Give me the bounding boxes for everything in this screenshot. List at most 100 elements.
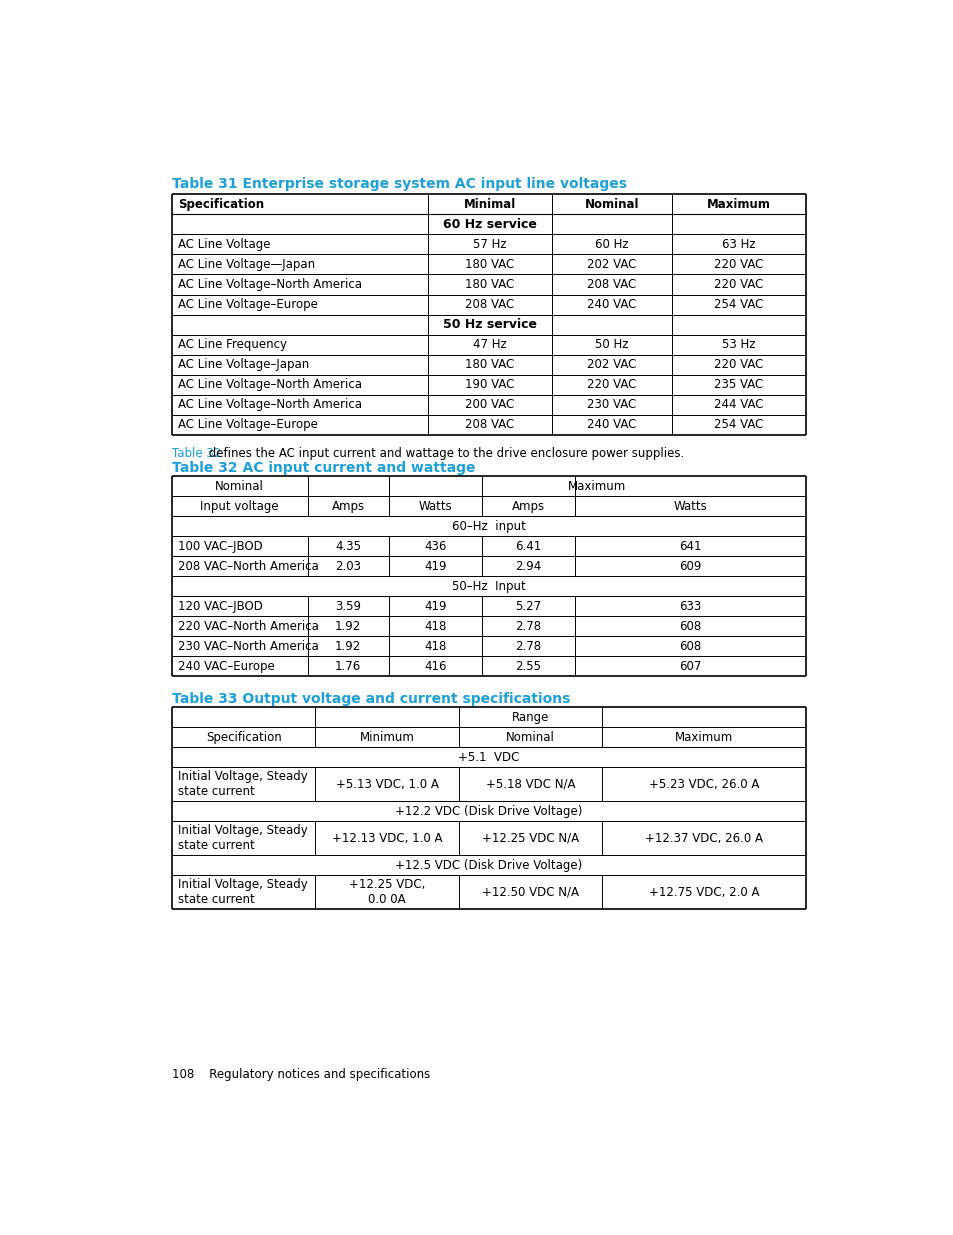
Bar bbox=[671, 315, 805, 335]
Text: 235 VAC: 235 VAC bbox=[714, 378, 762, 391]
Text: 4.35: 4.35 bbox=[335, 540, 361, 553]
Text: +12.5 VDC (Disk Drive Voltage): +12.5 VDC (Disk Drive Voltage) bbox=[395, 858, 582, 872]
Text: 2.55: 2.55 bbox=[515, 659, 541, 673]
Text: +12.50 VDC N/A: +12.50 VDC N/A bbox=[481, 885, 578, 899]
Text: 180 VAC: 180 VAC bbox=[464, 358, 514, 370]
Text: +12.25 VDC,
0.0 0A: +12.25 VDC, 0.0 0A bbox=[349, 878, 425, 906]
Text: Input voltage: Input voltage bbox=[200, 500, 279, 513]
Text: 633: 633 bbox=[679, 600, 700, 613]
Bar bbox=[551, 235, 671, 254]
Text: 53 Hz: 53 Hz bbox=[721, 338, 755, 351]
Text: 254 VAC: 254 VAC bbox=[714, 298, 762, 311]
Text: +12.75 VDC, 2.0 A: +12.75 VDC, 2.0 A bbox=[648, 885, 759, 899]
Text: 208 VAC: 208 VAC bbox=[586, 278, 636, 291]
Bar bbox=[172, 374, 427, 395]
Bar bbox=[671, 274, 805, 294]
Text: Amps: Amps bbox=[332, 500, 364, 513]
Text: +12.25 VDC N/A: +12.25 VDC N/A bbox=[481, 831, 578, 845]
Bar bbox=[551, 415, 671, 435]
Text: 1.76: 1.76 bbox=[335, 659, 361, 673]
Bar bbox=[427, 235, 551, 254]
Bar bbox=[551, 215, 671, 235]
Text: Minimal: Minimal bbox=[463, 198, 516, 211]
Bar bbox=[551, 294, 671, 315]
Text: 436: 436 bbox=[424, 540, 446, 553]
Bar bbox=[427, 395, 551, 415]
Text: 50 Hz service: 50 Hz service bbox=[442, 319, 537, 331]
Text: Maximum: Maximum bbox=[674, 731, 732, 743]
Text: 3.59: 3.59 bbox=[335, 600, 361, 613]
Text: 220 VAC: 220 VAC bbox=[586, 378, 636, 391]
Bar bbox=[427, 374, 551, 395]
Text: AC Line Frequency: AC Line Frequency bbox=[178, 338, 287, 351]
Text: 180 VAC: 180 VAC bbox=[464, 258, 514, 270]
Bar bbox=[427, 354, 551, 374]
Text: Specification: Specification bbox=[178, 198, 264, 211]
Text: Watts: Watts bbox=[673, 500, 706, 513]
Text: 609: 609 bbox=[679, 559, 700, 573]
Text: Range: Range bbox=[511, 710, 549, 724]
Text: +12.2 VDC (Disk Drive Voltage): +12.2 VDC (Disk Drive Voltage) bbox=[395, 805, 582, 818]
Text: Maximum: Maximum bbox=[706, 198, 770, 211]
Bar bbox=[551, 315, 671, 335]
Text: 418: 418 bbox=[424, 640, 446, 653]
Text: 120 VAC–JBOD: 120 VAC–JBOD bbox=[178, 600, 263, 613]
Text: 220 VAC: 220 VAC bbox=[714, 358, 762, 370]
Bar bbox=[172, 215, 427, 235]
Bar bbox=[427, 274, 551, 294]
Text: Watts: Watts bbox=[418, 500, 452, 513]
Text: Table 32: Table 32 bbox=[172, 447, 221, 459]
Bar bbox=[172, 194, 427, 215]
Text: 208 VAC–North America: 208 VAC–North America bbox=[178, 559, 318, 573]
Text: Nominal: Nominal bbox=[215, 479, 264, 493]
Text: 5.27: 5.27 bbox=[515, 600, 541, 613]
Text: AC Line Voltage–Europe: AC Line Voltage–Europe bbox=[178, 298, 317, 311]
Text: 6.41: 6.41 bbox=[515, 540, 541, 553]
Bar bbox=[172, 354, 427, 374]
Bar bbox=[671, 395, 805, 415]
Text: +5.1  VDC: +5.1 VDC bbox=[457, 751, 519, 763]
Bar bbox=[172, 335, 427, 354]
Text: 254 VAC: 254 VAC bbox=[714, 419, 762, 431]
Text: Initial Voltage, Steady
state current: Initial Voltage, Steady state current bbox=[178, 771, 308, 798]
Text: 60–Hz  input: 60–Hz input bbox=[452, 520, 525, 532]
Bar bbox=[427, 194, 551, 215]
Text: 50 Hz: 50 Hz bbox=[595, 338, 628, 351]
Text: 244 VAC: 244 VAC bbox=[714, 398, 762, 411]
Text: 2.94: 2.94 bbox=[515, 559, 541, 573]
Bar bbox=[671, 294, 805, 315]
Text: 190 VAC: 190 VAC bbox=[464, 378, 514, 391]
Text: 47 Hz: 47 Hz bbox=[473, 338, 506, 351]
Text: 2.78: 2.78 bbox=[515, 620, 541, 632]
Text: Minimum: Minimum bbox=[359, 731, 414, 743]
Text: Initial Voltage, Steady
state current: Initial Voltage, Steady state current bbox=[178, 878, 308, 906]
Text: 220 VAC: 220 VAC bbox=[714, 278, 762, 291]
Text: 641: 641 bbox=[679, 540, 701, 553]
Text: 208 VAC: 208 VAC bbox=[464, 298, 514, 311]
Text: 1.92: 1.92 bbox=[335, 620, 361, 632]
Bar bbox=[427, 315, 551, 335]
Text: Table 32 AC input current and wattage: Table 32 AC input current and wattage bbox=[172, 461, 475, 474]
Text: 1.92: 1.92 bbox=[335, 640, 361, 653]
Bar bbox=[671, 254, 805, 274]
Text: +12.37 VDC, 26.0 A: +12.37 VDC, 26.0 A bbox=[644, 831, 762, 845]
Text: AC Line Voltage: AC Line Voltage bbox=[178, 238, 271, 251]
Bar bbox=[671, 354, 805, 374]
Bar bbox=[671, 335, 805, 354]
Bar bbox=[551, 194, 671, 215]
Bar bbox=[172, 315, 427, 335]
Text: Maximum: Maximum bbox=[568, 479, 626, 493]
Text: 419: 419 bbox=[424, 600, 446, 613]
Text: AC Line Voltage–North America: AC Line Voltage–North America bbox=[178, 278, 362, 291]
Bar bbox=[427, 335, 551, 354]
Text: 57 Hz: 57 Hz bbox=[473, 238, 506, 251]
Text: 418: 418 bbox=[424, 620, 446, 632]
Bar bbox=[671, 235, 805, 254]
Text: 220 VAC: 220 VAC bbox=[714, 258, 762, 270]
Bar bbox=[551, 395, 671, 415]
Text: +5.13 VDC, 1.0 A: +5.13 VDC, 1.0 A bbox=[335, 778, 438, 790]
Bar bbox=[172, 235, 427, 254]
Text: 180 VAC: 180 VAC bbox=[464, 278, 514, 291]
Bar bbox=[551, 374, 671, 395]
Text: Table 33 Output voltage and current specifications: Table 33 Output voltage and current spec… bbox=[172, 692, 570, 706]
